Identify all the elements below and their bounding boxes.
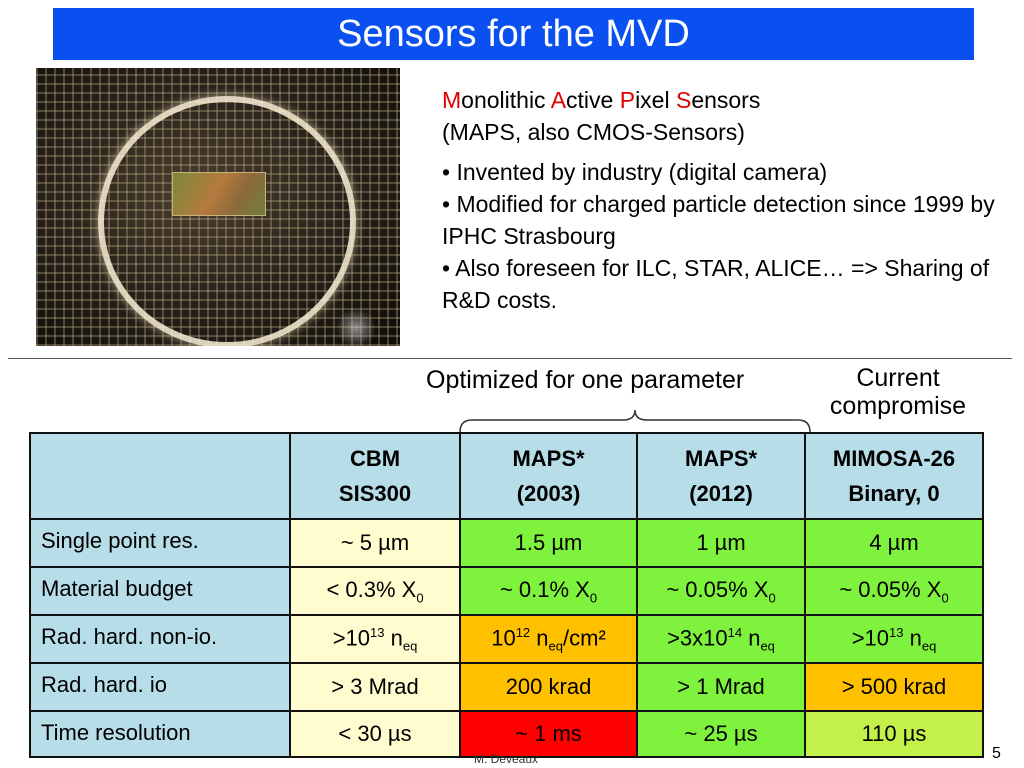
cell-value: ~ 0.1% X — [499, 576, 590, 602]
footer-author: M. Deveaux — [474, 752, 539, 766]
cell-subscript: 0 — [768, 590, 776, 606]
comparison-table: CBM SIS300 MAPS* (2003) MAPS* (2012) MIM… — [29, 432, 984, 758]
maps-subtitle: (MAPS, also CMOS-Sensors) — [442, 119, 745, 145]
table-cell: 1.5 µm — [459, 518, 638, 568]
cell-value: n — [903, 624, 922, 650]
table-row: Rad. hard. io > 3 Mrad 200 krad > 1 Mrad… — [29, 662, 984, 712]
heading-word-4: ensors — [691, 87, 761, 113]
column-header-line: MIMOSA-26 — [832, 446, 956, 471]
cell-exponent: 13 — [370, 624, 385, 640]
table-cell: ~ 0.05% X0 — [804, 566, 984, 616]
cell-subscript: eq — [402, 638, 418, 654]
table-cell: > 500 krad — [804, 662, 984, 712]
page-number: 5 — [992, 745, 1001, 762]
cell-exponent: 13 — [889, 624, 904, 640]
table-row: Time resolution < 30 µs ~ 1 ms ~ 25 µs 1… — [29, 710, 984, 758]
curly-brace-graphic — [459, 409, 811, 433]
table-cell: 4 µm — [804, 518, 984, 568]
row-label: Time resolution — [29, 710, 291, 758]
column-header: MIMOSA-26 Binary, 0 — [804, 432, 984, 520]
cell-subscript: 0 — [589, 590, 598, 606]
table-header-row: CBM SIS300 MAPS* (2003) MAPS* (2012) MIM… — [29, 432, 984, 520]
heading-initial-s: S — [675, 87, 692, 113]
cell-subscript: 0 — [416, 590, 424, 606]
cell-value: >3x10 — [667, 624, 728, 650]
bullet-item: • Also foreseen for ILC, STAR, ALICE… =>… — [442, 255, 990, 313]
cell-value: 10 — [491, 624, 516, 650]
heading-initial-a: A — [550, 87, 567, 113]
column-header-line: CBM — [349, 446, 401, 471]
current-compromise-label: Current compromise — [829, 364, 967, 420]
bullet-item: • Invented by industry (digital camera) — [442, 159, 828, 185]
table-cell: ~ 25 µs — [636, 710, 806, 758]
heading-word-1: onolithic — [461, 87, 551, 113]
sensor-chip-graphic — [172, 172, 266, 216]
cell-value: >10 — [851, 624, 890, 650]
light-ring-graphic — [98, 96, 356, 346]
table-cell: >1013 neq — [289, 614, 461, 664]
column-header: MAPS* (2012) — [636, 432, 806, 520]
column-header-line: MAPS* — [684, 446, 758, 471]
cell-value: n — [530, 624, 549, 650]
row-label: Rad. hard. non-io. — [29, 614, 291, 664]
sensor-photo — [36, 68, 400, 346]
table-cell: >3x1014 neq — [636, 614, 806, 664]
table-cell: < 30 µs — [289, 710, 461, 758]
slide-title: Sensors for the MVD — [53, 8, 974, 60]
table-cell: ~ 0.1% X0 — [459, 566, 638, 616]
cell-value: ~ 0.05% X — [666, 576, 769, 602]
cell-subscript: eq — [921, 638, 937, 654]
cell-exponent: 14 — [727, 624, 743, 640]
cell-value: ~ 0.05% X — [839, 576, 942, 602]
table-cell: > 3 Mrad — [289, 662, 461, 712]
maps-description: Monolithic Active Pixel Sensors (MAPS, a… — [442, 84, 1002, 316]
row-label: Single point res. — [29, 518, 291, 568]
table-cell: > 1 Mrad — [636, 662, 806, 712]
table-cell: < 0.3% X0 — [289, 566, 461, 616]
table-cell: ~ 1 ms — [459, 710, 638, 758]
column-header-line: (2003) — [516, 481, 581, 506]
row-label: Material budget — [29, 566, 291, 616]
heading-initial-m: M — [442, 87, 462, 113]
bullet-list: • Invented by industry (digital camera) … — [442, 156, 1002, 316]
cell-exponent: 12 — [515, 624, 531, 640]
table-cell: ~ 5 µm — [289, 518, 461, 568]
table-cell: ~ 0.05% X0 — [636, 566, 806, 616]
column-header-line: MAPS* — [512, 446, 585, 471]
heading-word-2: ctive — [566, 87, 620, 113]
table-cell: >1013 neq — [804, 614, 984, 664]
cell-value: /cm² — [563, 624, 606, 650]
cell-value: >10 — [332, 624, 371, 650]
cell-subscript: eq — [548, 638, 563, 654]
cell-value: n — [742, 624, 761, 650]
heading-initial-p: P — [619, 87, 636, 113]
table-cell: 1012 neq/cm² — [459, 614, 638, 664]
column-header-line: Binary, 0 — [848, 481, 940, 506]
column-header: MAPS* (2003) — [459, 432, 638, 520]
maps-heading: Monolithic Active Pixel Sensors — [442, 84, 1002, 116]
column-header: CBM SIS300 — [289, 432, 461, 520]
cell-value: < 0.3% X — [326, 576, 417, 602]
table-row: Single point res. ~ 5 µm 1.5 µm 1 µm 4 µ… — [29, 518, 984, 568]
column-header-line: (2012) — [689, 481, 753, 506]
bullet-item: • Modified for charged particle detectio… — [442, 191, 995, 249]
cell-subscript: eq — [760, 638, 775, 654]
table-corner-cell — [29, 432, 291, 520]
table-cell: 1 µm — [636, 518, 806, 568]
column-header-line: SIS300 — [338, 481, 412, 506]
cell-subscript: 0 — [941, 590, 949, 606]
row-label: Rad. hard. io — [29, 662, 291, 712]
table-row: Material budget < 0.3% X0 ~ 0.1% X0 ~ 0.… — [29, 566, 984, 616]
cell-value: n — [384, 624, 403, 650]
table-cell: 200 krad — [459, 662, 638, 712]
heading-word-3: ixel — [635, 87, 676, 113]
table-cell: 110 µs — [804, 710, 984, 758]
table-row: Rad. hard. non-io. >1013 neq 1012 neq/cm… — [29, 614, 984, 664]
optimized-label: Optimized for one parameter — [426, 366, 745, 394]
section-divider — [8, 358, 1012, 359]
light-reflection-graphic — [336, 308, 376, 346]
